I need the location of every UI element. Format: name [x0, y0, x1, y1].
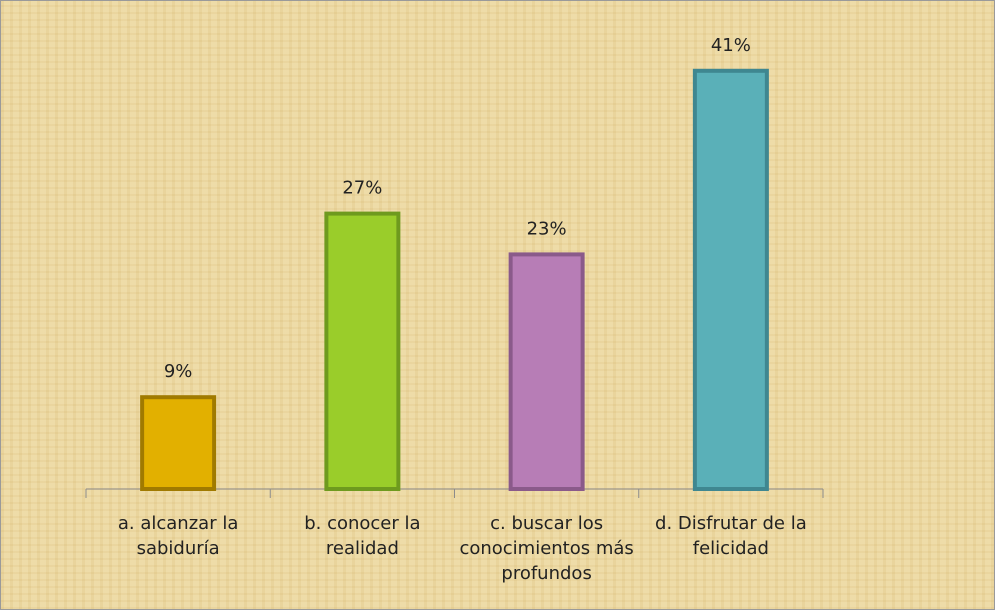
- x-tick-label: a. alcanzar la sabiduría: [117, 513, 239, 559]
- data-label: 23%: [527, 218, 567, 239]
- bar: [324, 211, 401, 491]
- data-label: 41%: [711, 35, 751, 56]
- bar: [692, 68, 769, 492]
- bar: [508, 252, 585, 491]
- x-tick-label: d. Disfrutar de la felicidad: [655, 513, 807, 559]
- data-label: 27%: [342, 178, 382, 199]
- data-label: 9%: [164, 361, 193, 382]
- bar: [140, 395, 217, 492]
- x-tick-label: c. buscar los conocimientos más profundo…: [459, 513, 634, 584]
- x-tick-label: b. conocer la realidad: [304, 513, 421, 559]
